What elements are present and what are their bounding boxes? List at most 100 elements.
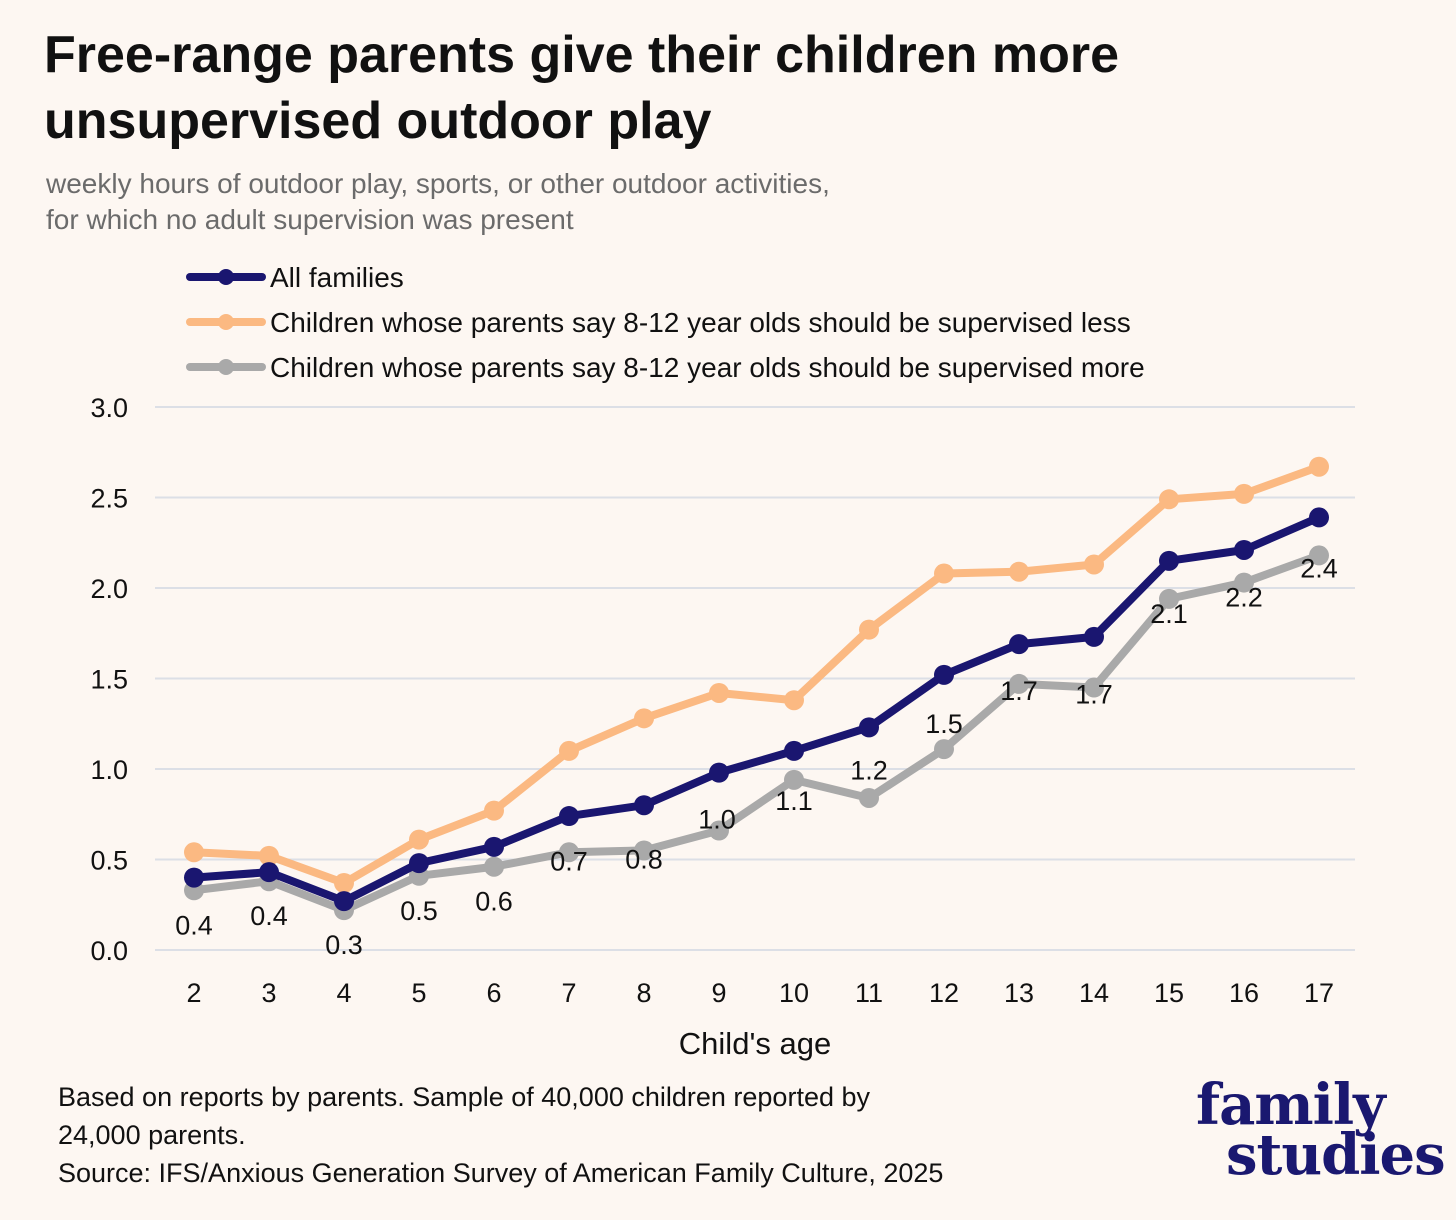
data-point xyxy=(259,845,279,866)
logo-line-1: family xyxy=(1196,1072,1386,1138)
data-point xyxy=(184,842,204,863)
data-label: 1.1 xyxy=(775,786,813,816)
data-point xyxy=(1309,456,1329,477)
data-point xyxy=(334,891,354,912)
data-point xyxy=(859,787,879,808)
data-point xyxy=(1309,545,1329,566)
x-tick-label: 6 xyxy=(486,978,501,1008)
legend-label: All families xyxy=(270,262,404,293)
data-point xyxy=(1159,489,1179,510)
line-chart: 0.0 0.5 1.0 1.5 2.0 2.5 3.0 2 3 4 5 6 7 8 9 10 11 12 13 14… xyxy=(90,262,1355,1061)
data-label: 1.2 xyxy=(850,755,888,785)
chart-title: Free-range parents give their children m… xyxy=(44,26,1119,150)
source-line: Source: IFS/Anxious Generation Survey of… xyxy=(58,1158,944,1188)
data-label: 1.7 xyxy=(1000,676,1038,706)
y-tick-label: 0.0 xyxy=(90,936,128,966)
x-tick-label: 13 xyxy=(1004,978,1034,1008)
logo-line-2: studies xyxy=(1226,1122,1446,1188)
data-point xyxy=(409,829,429,850)
data-label: 2.1 xyxy=(1150,599,1188,629)
series-line xyxy=(190,551,1323,915)
x-tick-label: 9 xyxy=(711,978,726,1008)
series-0 xyxy=(184,507,1329,912)
data-label: 2.4 xyxy=(1300,553,1338,583)
data-point xyxy=(1084,626,1104,647)
data-point xyxy=(559,806,579,827)
data-point xyxy=(484,836,504,857)
data-label: 0.8 xyxy=(625,844,663,874)
data-label: 1.7 xyxy=(1075,680,1113,710)
legend-swatch-marker xyxy=(218,359,234,375)
series-1 xyxy=(184,456,1329,894)
data-point xyxy=(559,842,579,863)
y-tick-label: 1.5 xyxy=(90,665,128,695)
data-point xyxy=(1309,507,1329,528)
x-axis-ticks: 2 3 4 5 6 7 8 9 10 11 12 13 14 15 16 17 xyxy=(186,978,1334,1008)
data-point xyxy=(709,820,729,841)
gridlines xyxy=(155,406,1355,951)
data-label: 1.0 xyxy=(698,805,736,835)
legend: All families Children whose parents say 8… xyxy=(186,262,1145,383)
data-labels: 0.4 0.4 0.3 0.5 0.6 0.7 0.8 1.0 1.1 1.2 1.5 1.7 1.7 2… xyxy=(175,553,1338,960)
series-line xyxy=(190,462,1323,888)
x-tick-label: 8 xyxy=(636,978,651,1008)
data-label: 1.5 xyxy=(925,709,963,739)
legend-swatch-marker xyxy=(218,269,234,285)
x-tick-label: 2 xyxy=(186,978,201,1008)
data-label: 2.2 xyxy=(1225,583,1263,613)
note-line-1: Based on reports by parents. Sample of 4… xyxy=(58,1082,870,1112)
data-point xyxy=(559,740,579,761)
x-tick-label: 3 xyxy=(261,978,276,1008)
data-point xyxy=(409,853,429,874)
y-tick-label: 1.0 xyxy=(90,755,128,785)
x-axis-label: Child's age xyxy=(679,1026,831,1061)
data-point xyxy=(859,717,879,738)
legend-label: Children whose parents say 8-12 year old… xyxy=(270,352,1145,383)
data-point xyxy=(784,740,804,761)
data-point xyxy=(784,769,804,790)
x-tick-label: 12 xyxy=(929,978,959,1008)
data-point xyxy=(1084,677,1104,698)
data-point xyxy=(484,800,504,821)
data-point xyxy=(634,840,654,861)
x-tick-label: 11 xyxy=(855,978,883,1008)
data-point xyxy=(784,690,804,711)
data-point xyxy=(259,862,279,883)
data-point xyxy=(1159,588,1179,609)
legend-label: Children whose parents say 8-12 year old… xyxy=(270,307,1131,338)
data-point xyxy=(1234,572,1254,593)
chart-subtitle: weekly hours of outdoor play, sports, or… xyxy=(46,168,830,235)
data-label: 0.7 xyxy=(550,846,588,876)
x-tick-label: 7 xyxy=(561,978,576,1008)
data-point xyxy=(934,563,954,584)
data-point xyxy=(634,708,654,729)
x-tick-label: 15 xyxy=(1154,978,1184,1008)
data-point xyxy=(934,664,954,685)
data-point xyxy=(1009,673,1029,694)
y-axis-ticks: 0.0 0.5 1.0 1.5 2.0 2.5 3.0 xyxy=(90,393,128,966)
series-group xyxy=(184,456,1329,921)
x-tick-label: 5 xyxy=(411,978,426,1008)
footnote: Based on reports by parents. Sample of 4… xyxy=(58,1078,1058,1192)
y-tick-label: 2.5 xyxy=(90,484,128,514)
data-point xyxy=(709,682,729,703)
x-tick-label: 4 xyxy=(336,978,351,1008)
data-point xyxy=(709,762,729,783)
series-line xyxy=(190,513,1323,906)
data-point xyxy=(1234,539,1254,560)
data-label: 0.6 xyxy=(475,887,513,917)
legend-item: Children whose parents say 8-12 year old… xyxy=(186,352,1145,383)
data-point xyxy=(634,795,654,816)
x-tick-label: 10 xyxy=(779,978,809,1008)
data-point xyxy=(1084,554,1104,575)
data-point xyxy=(859,619,879,640)
y-tick-label: 3.0 xyxy=(90,393,128,423)
y-tick-label: 2.0 xyxy=(90,574,128,604)
x-tick-label: 17 xyxy=(1304,978,1334,1008)
legend-item: Children whose parents say 8-12 year old… xyxy=(186,307,1131,338)
data-point xyxy=(184,867,204,888)
data-point xyxy=(934,739,954,760)
y-tick-label: 0.5 xyxy=(90,846,128,876)
legend-swatch-marker xyxy=(218,314,234,330)
x-tick-label: 14 xyxy=(1079,978,1109,1008)
